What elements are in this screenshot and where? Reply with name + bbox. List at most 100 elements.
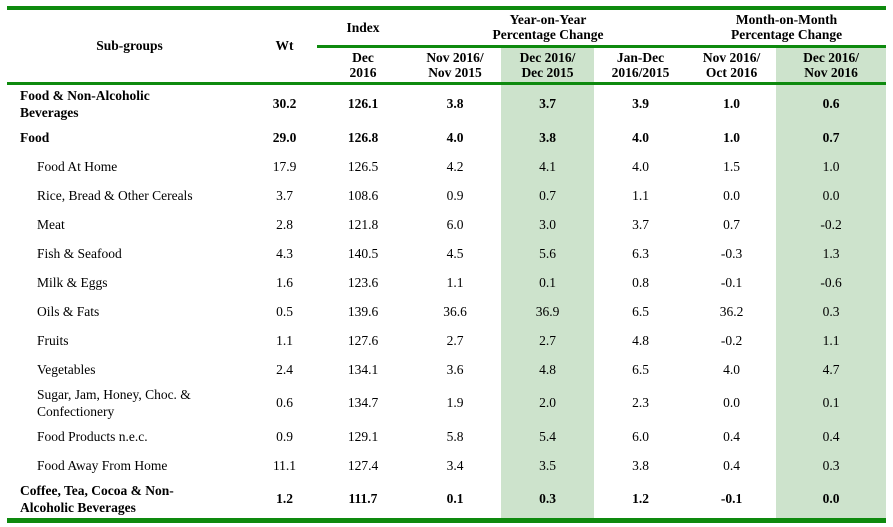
wt-value: 2.8 (276, 216, 293, 232)
row-label: Coffee, Tea, Cocoa & Non- Alcoholic Beve… (20, 482, 174, 515)
mom-dec-value: 1.3 (776, 238, 887, 268)
index-value: 126.1 (347, 96, 379, 111)
wt-value: 4.3 (276, 245, 293, 261)
wt-value: 29.0 (272, 129, 297, 145)
mom-nov-value: -0.2 (720, 332, 743, 348)
wt-value: 17.9 (272, 158, 297, 174)
yoy-dec-value: 0.7 (501, 180, 594, 210)
index-value: 134.1 (347, 361, 379, 377)
yoy-nov-value: 0.9 (446, 187, 464, 203)
mom-nov-value: -0.1 (720, 274, 743, 290)
wt-value: 2.4 (276, 361, 293, 377)
mom-dec-value: 4.7 (776, 354, 887, 384)
col-header-yoy-dec: Dec 2016/ Dec 2015 (501, 46, 594, 85)
yoy-dec-value: 0.3 (501, 479, 594, 520)
index-value: 127.6 (347, 332, 379, 348)
yoy-jandec-value: 0.8 (632, 274, 649, 290)
mom-dec-value: 0.7 (776, 122, 887, 152)
table-row: Oils & Fats 0.5 139.6 36.6 36.9 6.5 36.2… (7, 296, 887, 326)
wt-value: 0.5 (276, 303, 293, 319)
col-header-index-group: Index (317, 8, 409, 48)
yoy-jandec-value: 4.0 (632, 129, 649, 145)
mom-dec-value: 0.0 (776, 180, 887, 210)
wt-value: 0.6 (276, 395, 293, 410)
yoy-dec-value: 4.1 (501, 151, 594, 181)
row-label: Meat (37, 216, 65, 232)
yoy-nov-value: 3.8 (446, 96, 464, 111)
yoy-nov-value: 5.8 (446, 428, 464, 444)
row-label: Fish & Seafood (37, 245, 122, 261)
wt-value: 0.9 (276, 428, 293, 444)
yoy-jandec-value: 2.3 (632, 395, 649, 410)
mom-dec-value: -0.6 (776, 267, 887, 297)
yoy-jandec-value: 3.8 (632, 457, 649, 473)
mom-dec-value: 0.6 (776, 83, 887, 123)
yoy-nov-value: 1.1 (446, 274, 464, 290)
mom-dec-value: 1.0 (776, 151, 887, 181)
yoy-dec-value: 5.4 (501, 421, 594, 451)
mom-nov-value: 0.0 (723, 395, 740, 410)
col-header-yoy-group: Year-on-Year Percentage Change (409, 8, 688, 48)
table-row: Milk & Eggs 1.6 123.6 1.1 0.1 0.8 -0.1 -… (7, 267, 887, 297)
mom-nov-value: 4.0 (723, 361, 740, 377)
yoy-jandec-value: 3.7 (632, 216, 649, 232)
yoy-nov-value: 36.6 (443, 303, 467, 319)
index-value: 134.7 (347, 395, 379, 410)
col-header-mom-group: Month-on-Month Percentage Change (687, 8, 887, 48)
yoy-dec-value: 5.6 (501, 238, 594, 268)
mom-dec-value: 0.3 (776, 450, 887, 480)
col-header-index-period: Dec 2016 (317, 46, 409, 85)
row-label: Food Away From Home (37, 457, 168, 473)
table-row: Food Products n.e.c. 0.9 129.1 5.8 5.4 6… (7, 421, 887, 451)
wt-value: 1.1 (276, 332, 293, 348)
yoy-jandec-value: 4.0 (632, 158, 649, 174)
index-value: 129.1 (347, 428, 379, 444)
table-row: Fruits 1.1 127.6 2.7 2.7 4.8 -0.2 1.1 (7, 325, 887, 355)
row-label: Milk & Eggs (37, 274, 108, 290)
col-header-subgroups: Sub-groups (7, 8, 252, 85)
yoy-nov-value: 0.1 (446, 491, 464, 506)
mom-dec-value: 0.3 (776, 296, 887, 326)
mom-nov-value: 0.7 (723, 216, 740, 232)
row-label: Sugar, Jam, Honey, Choc. & Confectionery (37, 386, 191, 419)
table-row: Food & Non-Alcoholic Beverages 30.2 126.… (7, 83, 887, 123)
index-value: 111.7 (348, 491, 378, 506)
group-header-row: Sub-groups Wt Index Year-on-Year Percent… (7, 8, 887, 85)
index-value: 140.5 (347, 245, 379, 261)
index-value: 127.4 (347, 457, 379, 473)
col-header-yoy-nov: Nov 2016/ Nov 2015 (409, 46, 501, 85)
row-label: Food Products n.e.c. (37, 428, 148, 444)
mom-nov-value: 0.4 (723, 457, 740, 473)
col-header-mom-dec: Dec 2016/ Nov 2016 (776, 46, 887, 85)
col-header-mom-nov: Nov 2016/ Oct 2016 (687, 46, 777, 85)
yoy-dec-value: 3.0 (501, 209, 594, 239)
table-body: Food & Non-Alcoholic Beverages 30.2 126.… (7, 83, 887, 520)
yoy-nov-value: 1.9 (446, 395, 464, 410)
table-row: Sugar, Jam, Honey, Choc. & Confectionery… (7, 383, 887, 422)
yoy-jandec-value: 6.5 (632, 361, 649, 377)
yoy-jandec-value: 6.5 (632, 303, 649, 319)
index-value: 123.6 (347, 274, 379, 290)
yoy-jandec-value: 4.8 (632, 332, 649, 348)
row-label: Food (20, 129, 50, 145)
index-value: 121.8 (347, 216, 379, 232)
row-label: Fruits (37, 332, 69, 348)
yoy-nov-value: 6.0 (446, 216, 464, 232)
yoy-jandec-value: 3.9 (632, 96, 649, 111)
col-header-wt: Wt (252, 8, 317, 85)
table-row: Food Away From Home 11.1 127.4 3.4 3.5 3… (7, 450, 887, 480)
row-label: Vegetables (37, 361, 96, 377)
wt-value: 1.2 (276, 491, 293, 506)
yoy-dec-value: 2.0 (501, 383, 594, 422)
table-row: Coffee, Tea, Cocoa & Non- Alcoholic Beve… (7, 479, 887, 520)
yoy-nov-value: 3.4 (446, 457, 464, 473)
yoy-nov-value: 4.0 (446, 129, 464, 145)
index-value: 126.5 (347, 158, 379, 174)
yoy-nov-value: 3.6 (446, 361, 464, 377)
row-label: Oils & Fats (37, 303, 100, 319)
mom-nov-value: -0.1 (720, 491, 743, 506)
row-label: Food & Non-Alcoholic Beverages (20, 87, 150, 120)
yoy-jandec-value: 1.2 (632, 491, 649, 506)
wt-value: 11.1 (272, 457, 297, 473)
table-row: Meat 2.8 121.8 6.0 3.0 3.7 0.7 -0.2 (7, 209, 887, 239)
